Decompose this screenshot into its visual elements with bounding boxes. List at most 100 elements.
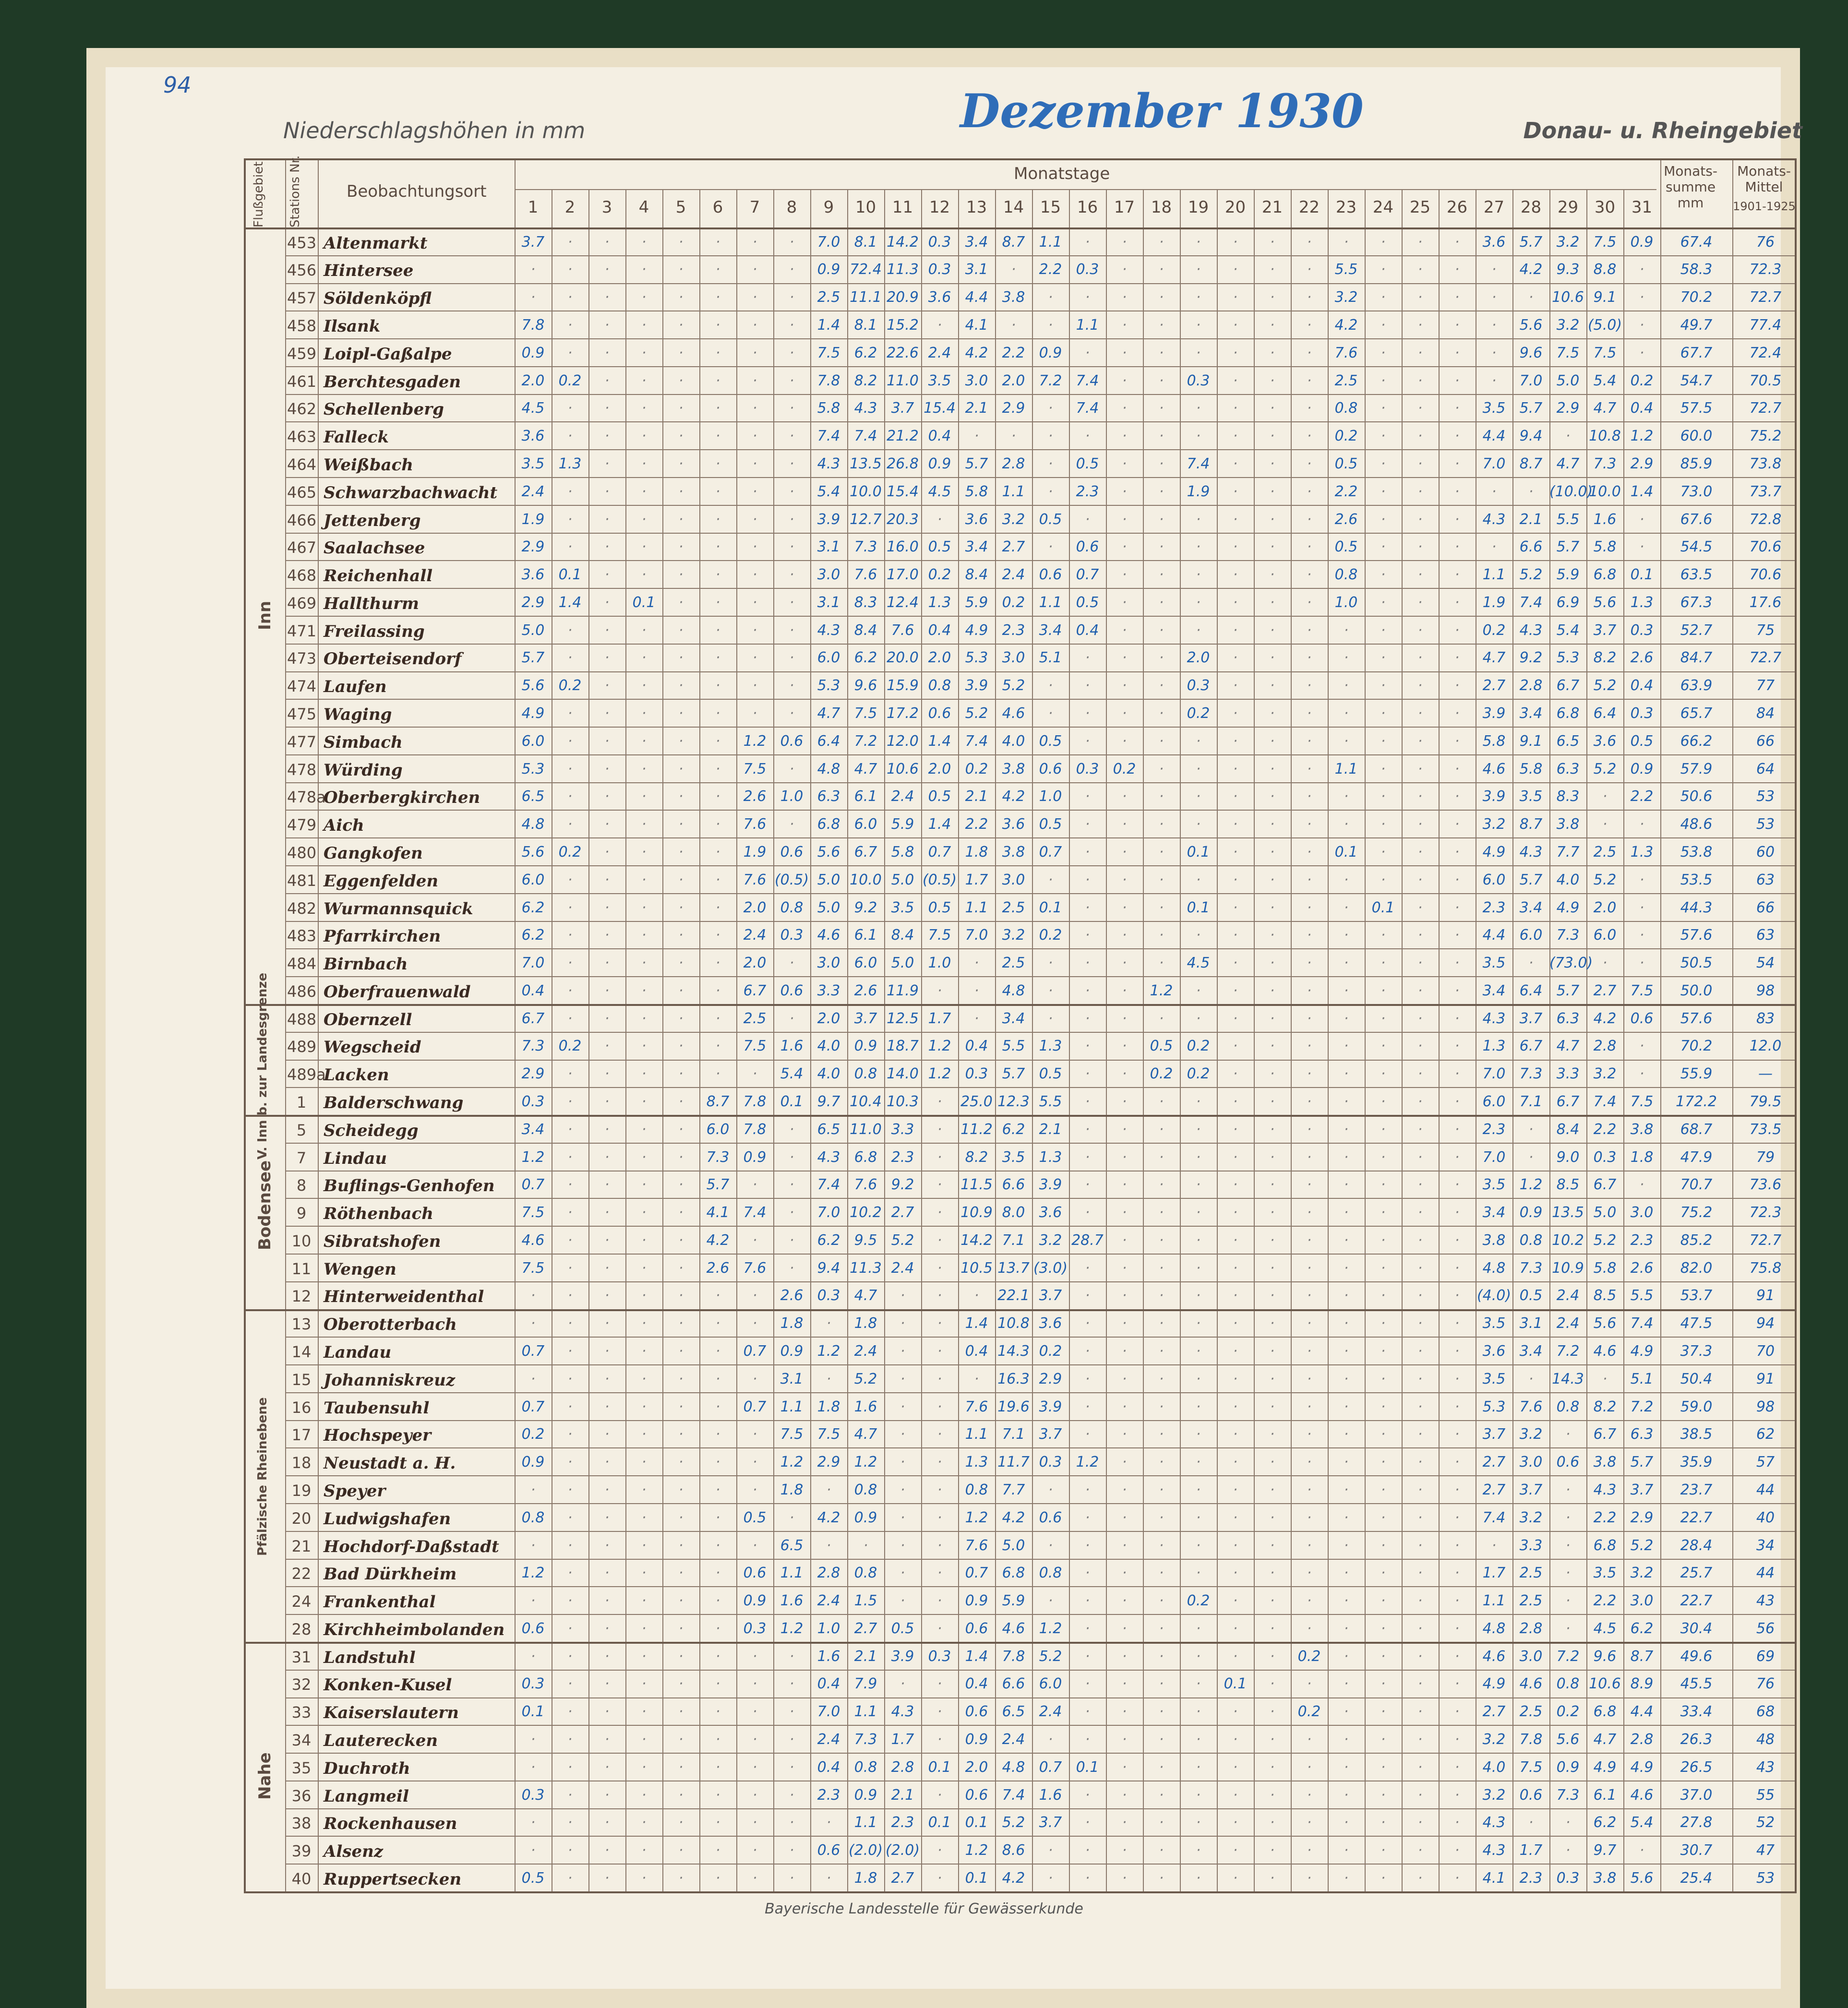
- empty-day-dot: ·: [1048, 982, 1053, 999]
- empty-day-dot: ·: [1048, 317, 1053, 334]
- row-rule: [285, 615, 1795, 617]
- empty-day-dot: ·: [1233, 1731, 1238, 1748]
- empty-day-dot: ·: [752, 649, 757, 667]
- station-name: Ilsank: [324, 317, 381, 336]
- empty-day-dot: ·: [1122, 372, 1127, 389]
- empty-day-dot: ·: [1417, 1010, 1423, 1027]
- day-value: 26.8: [887, 455, 919, 472]
- empty-day-dot: ·: [1307, 566, 1312, 584]
- empty-day-dot: ·: [567, 1315, 573, 1332]
- precipitation-table: Monatstage Beobachtungsort Monats- summe…: [244, 155, 1797, 1893]
- empty-day-dot: ·: [604, 1148, 610, 1166]
- empty-day-dot: ·: [1380, 982, 1386, 999]
- row-rule: [285, 1614, 1795, 1615]
- empty-day-dot: ·: [604, 428, 610, 445]
- empty-day-dot: ·: [1380, 1038, 1386, 1055]
- day-value: 3.3: [891, 1121, 914, 1138]
- day-value: 6.7: [1556, 677, 1580, 694]
- day-value: 10.0: [850, 871, 882, 888]
- empty-day-dot: ·: [715, 649, 720, 667]
- day-value: 1.3: [1039, 1148, 1062, 1166]
- empty-day-dot: ·: [530, 1592, 536, 1610]
- empty-day-dot: ·: [1380, 622, 1386, 639]
- empty-day-dot: ·: [1159, 1703, 1164, 1721]
- empty-day-dot: ·: [1085, 289, 1090, 306]
- station-number: 467: [287, 538, 317, 557]
- empty-day-dot: ·: [1380, 1648, 1386, 1665]
- column-rule: [1732, 160, 1733, 1891]
- empty-day-dot: ·: [1307, 1869, 1312, 1887]
- station-name: Loipl-Gaßalpe: [324, 344, 452, 364]
- day-value: 1.5: [854, 1592, 877, 1610]
- monthly-sum: 67.4: [1680, 233, 1713, 251]
- day-value: 7.5: [1556, 344, 1580, 361]
- empty-day-dot: ·: [1380, 760, 1386, 777]
- day-value: 1.6: [1039, 1786, 1062, 1804]
- group-rule: [246, 1115, 1795, 1117]
- empty-day-dot: ·: [974, 1010, 979, 1027]
- empty-day-dot: ·: [1307, 1204, 1312, 1221]
- day-value: (5.0): [1587, 317, 1622, 334]
- day-value: 0.6: [780, 982, 804, 999]
- day-value: 1.1: [1039, 233, 1062, 251]
- empty-day-dot: ·: [715, 372, 720, 389]
- empty-day-dot: ·: [641, 816, 647, 833]
- day-value: 3.2: [1556, 317, 1580, 334]
- day-number: 8: [786, 198, 797, 217]
- day-value: 0.6: [1039, 1509, 1062, 1526]
- empty-day-dot: ·: [974, 982, 979, 999]
- empty-day-dot: ·: [678, 1565, 684, 1582]
- empty-day-dot: ·: [604, 289, 610, 306]
- empty-day-dot: ·: [1639, 1176, 1644, 1194]
- empty-day-dot: ·: [1454, 1509, 1460, 1526]
- page-title: Dezember 1930: [960, 84, 1364, 138]
- day-value: 8.4: [965, 566, 988, 584]
- empty-day-dot: ·: [1159, 400, 1164, 417]
- day-value: 2.0: [1187, 649, 1210, 667]
- empty-day-dot: ·: [1417, 317, 1423, 334]
- empty-day-dot: ·: [1270, 1758, 1275, 1776]
- empty-day-dot: ·: [1454, 1259, 1460, 1277]
- empty-day-dot: ·: [567, 955, 573, 972]
- day-value: 1.1: [1002, 483, 1025, 500]
- monthly-sum: 63.9: [1680, 677, 1713, 694]
- station-name: Oberteisendorf: [324, 649, 462, 669]
- day-value: 0.5: [891, 1620, 914, 1637]
- empty-day-dot: ·: [715, 1786, 720, 1804]
- day-value: 2.6: [706, 1259, 730, 1277]
- empty-day-dot: ·: [715, 1315, 720, 1332]
- day-value: 1.4: [928, 816, 951, 833]
- empty-day-dot: ·: [1270, 1454, 1275, 1471]
- empty-day-dot: ·: [641, 1565, 647, 1582]
- day-value: 8.1: [854, 317, 877, 334]
- empty-day-dot: ·: [1307, 344, 1312, 361]
- empty-day-dot: ·: [1565, 1592, 1571, 1610]
- monthly-mean: 66: [1756, 732, 1775, 750]
- day-value: 2.8: [817, 1565, 840, 1582]
- empty-day-dot: ·: [1122, 982, 1127, 999]
- station-name: Speyer: [324, 1481, 386, 1501]
- station-number: 21: [291, 1537, 312, 1555]
- day-value: 3.3: [1556, 1065, 1580, 1083]
- station-name: Laufen: [324, 677, 387, 697]
- day-value: 7.3: [1593, 455, 1617, 472]
- empty-day-dot: ·: [1048, 1869, 1053, 1887]
- empty-day-dot: ·: [1454, 1426, 1460, 1443]
- day-value: 1.2: [1519, 1176, 1543, 1194]
- empty-day-dot: ·: [715, 1758, 720, 1776]
- empty-day-dot: ·: [1270, 649, 1275, 667]
- day-value: 2.4: [1002, 1731, 1025, 1748]
- day-value: 3.3: [1519, 1537, 1543, 1554]
- empty-day-dot: ·: [1528, 1121, 1534, 1138]
- header-rule: [515, 189, 1656, 190]
- day-value: 7.0: [817, 233, 840, 251]
- day-column-rule: [1217, 189, 1218, 1891]
- station-name: Bad Dürkheim: [324, 1565, 457, 1584]
- day-value: 2.8: [1593, 1038, 1617, 1055]
- day-value: 0.8: [521, 1509, 545, 1526]
- day-value: 7.2: [854, 732, 877, 750]
- empty-day-dot: ·: [1270, 428, 1275, 445]
- empty-day-dot: ·: [1270, 289, 1275, 306]
- empty-day-dot: ·: [567, 1370, 573, 1387]
- day-value: 5.6: [1630, 1869, 1654, 1887]
